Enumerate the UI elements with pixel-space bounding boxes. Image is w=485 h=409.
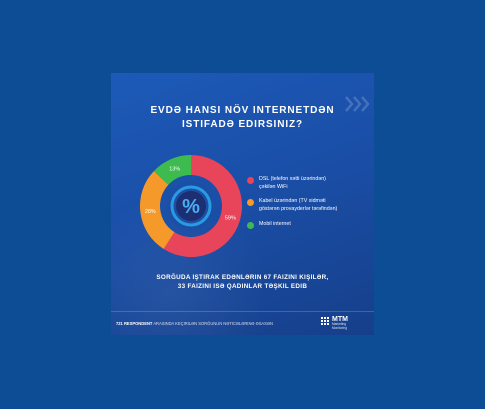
footer-source: 721 respondent arasında keçirilən sorğun… xyxy=(116,321,273,326)
note-line-2: 33 faizini isə qadınlar təşkil edib xyxy=(177,283,308,290)
slice-cable-label: 28% xyxy=(145,209,156,215)
logo-name: MTM xyxy=(332,316,348,323)
mtm-logo: MTM Marketing Monitoring xyxy=(321,316,348,331)
footer-source-rest: arasında keçirilən sorğunun nəticələrinə… xyxy=(153,321,273,326)
logo-grid-icon xyxy=(321,317,329,325)
slice-mobile-label: 13% xyxy=(169,166,180,172)
legend-item-dsl: DSL (telefon xətti üzərindən) çəkilən Wi… xyxy=(247,176,326,191)
legend-dot-dsl xyxy=(247,177,254,184)
legend-item-cable: Kabel üzərindən (TV xidməti göstərən pro… xyxy=(247,198,337,213)
center-ring xyxy=(170,185,212,227)
footer-respondents: 721 respondent xyxy=(116,321,153,326)
legend-dot-cable xyxy=(247,199,254,206)
page-title: Evdə hansı növ internetdən istifadə edir… xyxy=(111,104,374,132)
legend-dot-mobile xyxy=(247,222,254,229)
chevrons-decoration-icon xyxy=(345,96,370,112)
legend-label-dsl-1: DSL (telefon xətti üzərindən) xyxy=(259,176,326,182)
legend-label-cable-2: göstərən provayderlər tərəfindən) xyxy=(259,205,338,212)
legend-item-mobile: Mobil internet xyxy=(247,221,291,229)
title-line-1: Evdə hansı növ internetdən xyxy=(150,105,335,116)
legend-label-cable-1: Kabel üzərindən (TV xidməti xyxy=(259,198,326,204)
legend-label-dsl-2: çəkilən WiFi xyxy=(259,183,288,190)
logo-sub-1: Marketing xyxy=(332,322,346,326)
title-line-2: istifadə edirsiniz? xyxy=(181,119,304,130)
center-disc xyxy=(176,191,206,221)
slice-cable xyxy=(140,171,175,250)
legend-label-mobile-1: Mobil internet xyxy=(259,221,291,227)
donut-chart: % 59% 28% 13% xyxy=(140,155,242,257)
infographic-card: Evdə hansı növ internetdən istifadə edir… xyxy=(111,73,374,335)
note-line-1: Sorğuda iştirak edənlərin 67 faizini kiş… xyxy=(156,274,329,281)
center-percent-symbol: % xyxy=(182,196,200,218)
slice-dsl-label: 59% xyxy=(225,215,236,221)
slice-mobile xyxy=(153,155,191,185)
footer-divider xyxy=(111,311,374,312)
survey-note: Sorğuda iştirak edənlərin 67 faizini kiş… xyxy=(111,273,374,291)
logo-sub-2: Monitoring xyxy=(332,325,347,330)
slice-dsl xyxy=(163,155,242,257)
